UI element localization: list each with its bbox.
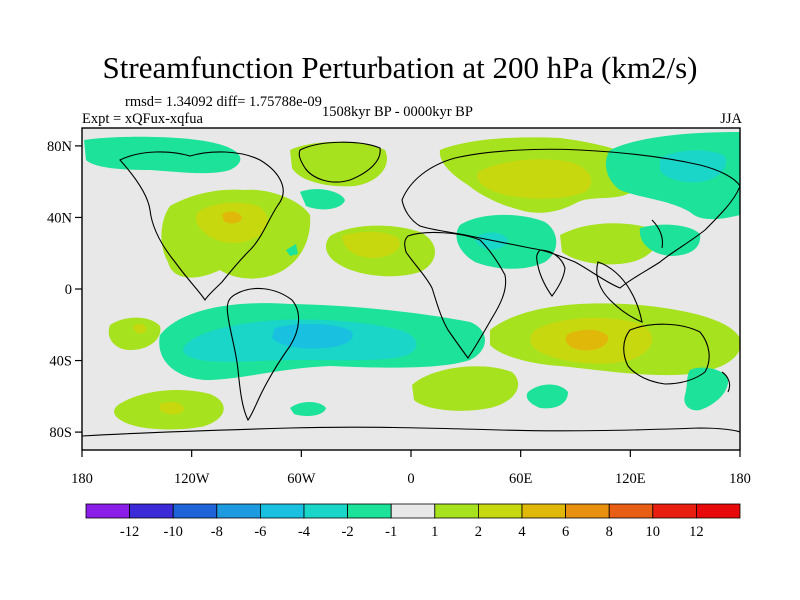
colorbar-label: -4 [298,524,311,540]
contour-neg2-middle-east [476,232,508,250]
colorbar-label: 4 [518,524,526,540]
colorbar: -12 -10 -8 -6 -4 -2 -1 1 2 4 6 8 10 12 [85,503,741,540]
contour-pos1-south-atlantic [412,366,519,411]
contour-pos4-north-america [222,211,242,224]
coast-north-america [119,151,284,302]
contour-pos2-tropical-pacific [133,323,147,334]
y-tick-label: 40N [47,210,73,226]
contour-pos4-indian-ocean [565,329,609,351]
contour-neg2-siberia [660,150,727,183]
contour-pos2-mid-atlantic [342,231,400,258]
colorbar-swatch [434,503,479,519]
contour-neg1-atlantic-wedge [286,244,298,256]
colorbar-swatch [696,503,741,519]
colorbar-swatch [521,503,566,519]
coast-africa [404,232,507,359]
x-tick-label: 180 [71,471,93,487]
chart-title: Streamfunction Perturbation at 200 hPa (… [102,50,698,85]
colorbar-swatch [216,503,261,519]
colorbar-swatch [259,503,305,519]
colorbar-label: -6 [254,524,266,540]
colorbar-swatch [477,503,523,519]
colorbar-swatch [303,503,348,519]
colorbar-swatch [347,503,392,519]
stats-label: rmsd= 1.34092 diff= 1.75788e-09 [125,94,322,110]
colorbar-label: -10 [164,524,183,540]
x-tick-label: 120E [615,471,646,487]
contour-neg1-southern-ocean-west [290,402,326,416]
colorbar-label: -2 [342,524,354,540]
contour-pos2-south-pacific [160,402,184,415]
colorbar-swatch [565,503,610,519]
contour-pos1-tropical-pacific [108,317,161,350]
coast-new-zealand [721,371,731,393]
x-tick-label: 60E [509,471,533,487]
colorbar-label: 8 [606,524,613,540]
colorbar-swatch [608,503,654,519]
contour-neg1-south-indian [526,384,568,409]
coastlines [82,141,740,437]
x-tick-label: 180 [729,471,751,487]
coast-greenland [298,141,381,183]
colorbar-swatch [652,503,697,519]
y-tick-label: 80S [49,425,72,441]
x-tick-label: 60W [287,471,316,487]
colorbar-label: -12 [120,524,139,540]
contour-pos1-north-atlantic [290,141,387,187]
coast-india [536,249,566,297]
colorbar-label: 1 [431,524,438,540]
coast-europe-asia [401,148,740,289]
colorbar-label: -1 [385,524,397,540]
contour-neg1-north-atlantic [300,189,345,210]
x-tick-label: 0 [407,471,414,487]
colorbar-label: 12 [689,524,704,540]
colorbar-swatch [172,503,218,519]
colorbar-label: -8 [211,524,223,540]
contour-pos1-tibet [560,223,658,265]
experiment-label: Expt = xQFux-xqfua [82,111,203,127]
contour-neg1-west-pacific [639,224,701,256]
colorbar-swatch [129,503,174,519]
y-tick-label: 40S [49,354,72,370]
colorbar-swatch [390,503,436,519]
colorbar-label: 6 [562,524,569,540]
coast-southeast-asia [596,261,643,323]
axes: 180 120W 60W 0 60E 120E 180 80N 40N 0 40S 80S [47,139,751,487]
x-tick-label: 120W [174,471,210,487]
coast-antarctica [82,426,740,437]
y-tick-label: 80N [47,139,73,155]
contour-pos2-eurasia [477,159,592,199]
colorbar-swatch [85,503,130,519]
colorbar-label: 10 [646,524,661,540]
y-tick-label: 0 [65,282,72,298]
coast-australia [623,323,710,385]
coast-south-america [226,287,300,422]
coast-japan [651,219,664,249]
season-label: JJA [720,111,742,127]
colorbar-label: 2 [475,524,482,540]
period-label: 1508kyr BP - 0000kyr BP [322,104,473,120]
